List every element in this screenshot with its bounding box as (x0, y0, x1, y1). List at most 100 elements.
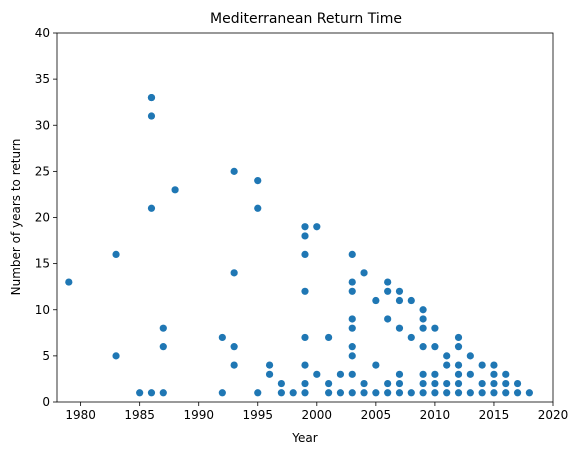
data-point (396, 380, 403, 387)
data-point (443, 389, 450, 396)
y-tick-label: 20 (35, 211, 50, 225)
data-point (467, 371, 474, 378)
data-point (301, 232, 308, 239)
data-point (160, 389, 167, 396)
data-point (290, 389, 297, 396)
data-point (408, 389, 415, 396)
data-point (313, 371, 320, 378)
data-point (502, 389, 509, 396)
x-tick-label: 1995 (242, 408, 273, 422)
data-point (479, 389, 486, 396)
data-point (467, 352, 474, 359)
plot-area (57, 33, 553, 402)
data-point (443, 380, 450, 387)
data-point (349, 352, 356, 359)
data-point (266, 362, 273, 369)
data-point (301, 288, 308, 295)
data-point (384, 288, 391, 295)
data-point (301, 223, 308, 230)
data-point (479, 362, 486, 369)
data-point (419, 380, 426, 387)
data-point (337, 389, 344, 396)
data-point (301, 251, 308, 258)
y-tick-label: 40 (35, 26, 50, 40)
data-point (419, 306, 426, 313)
data-point (160, 325, 167, 332)
data-point (325, 380, 332, 387)
data-point (455, 389, 462, 396)
x-tick-label: 2000 (302, 408, 333, 422)
data-point (148, 205, 155, 212)
data-point (396, 325, 403, 332)
y-tick-label: 10 (35, 303, 50, 317)
data-point (349, 278, 356, 285)
data-point (301, 380, 308, 387)
data-point (455, 371, 462, 378)
data-point (278, 389, 285, 396)
data-point (360, 389, 367, 396)
data-point (455, 380, 462, 387)
data-point (455, 334, 462, 341)
y-tick-label: 5 (42, 349, 50, 363)
data-point (254, 177, 261, 184)
data-point (419, 371, 426, 378)
data-point (455, 362, 462, 369)
data-point (372, 362, 379, 369)
data-point (419, 325, 426, 332)
data-point (372, 297, 379, 304)
data-point (171, 186, 178, 193)
data-point (278, 380, 285, 387)
data-point (266, 371, 273, 378)
data-point (301, 334, 308, 341)
y-tick-label: 35 (35, 72, 50, 86)
x-tick-label: 1980 (65, 408, 96, 422)
y-tick-label: 15 (35, 257, 50, 271)
y-axis: 0 5 10 15 20 25 30 35 40 (35, 26, 57, 409)
data-point (349, 389, 356, 396)
data-point (419, 343, 426, 350)
data-point (431, 380, 438, 387)
data-point (65, 278, 72, 285)
data-point (301, 362, 308, 369)
data-point (384, 380, 391, 387)
data-point (384, 389, 391, 396)
x-axis-title: Year (291, 431, 317, 445)
data-point (231, 168, 238, 175)
data-point (455, 343, 462, 350)
data-point (148, 389, 155, 396)
data-point (396, 297, 403, 304)
data-point (349, 315, 356, 322)
data-point (419, 389, 426, 396)
data-point (219, 389, 226, 396)
data-point (431, 389, 438, 396)
data-point (160, 343, 167, 350)
data-point (408, 334, 415, 341)
data-point (431, 371, 438, 378)
data-point (112, 352, 119, 359)
data-point (349, 343, 356, 350)
y-tick-label: 25 (35, 164, 50, 178)
data-point (526, 389, 533, 396)
data-point (467, 389, 474, 396)
data-point (349, 325, 356, 332)
data-point (148, 112, 155, 119)
data-point (384, 315, 391, 322)
chart-title: Mediterranean Return Time (210, 11, 402, 27)
data-point (396, 288, 403, 295)
data-point (313, 223, 320, 230)
data-point (431, 343, 438, 350)
x-tick-label: 2020 (538, 408, 569, 422)
data-point (360, 380, 367, 387)
data-point (490, 362, 497, 369)
data-point (349, 288, 356, 295)
x-tick-label: 2005 (361, 408, 392, 422)
data-point (254, 205, 261, 212)
data-point (231, 343, 238, 350)
data-point (396, 371, 403, 378)
data-points (65, 94, 533, 396)
data-point (301, 389, 308, 396)
data-point (372, 389, 379, 396)
data-point (502, 371, 509, 378)
data-point (443, 362, 450, 369)
